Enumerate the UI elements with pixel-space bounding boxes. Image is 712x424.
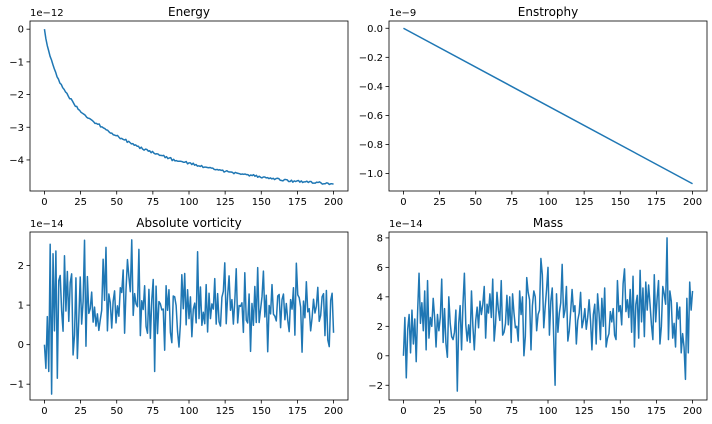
subplot-title: Energy <box>168 5 210 19</box>
x-tick-label: 150 <box>252 406 271 417</box>
x-tick-label: 50 <box>469 406 482 417</box>
x-tick-label: 200 <box>324 197 343 208</box>
subplot-3: Absolute vorticity 1e−14 0 25 50 75 100 125 150 1… <box>9 216 349 417</box>
y-tick-label: −1 <box>9 380 24 391</box>
subplot-title: Enstrophy <box>518 5 578 19</box>
x-tick-label: 25 <box>433 197 446 208</box>
x-tick-label: 0 <box>400 197 406 208</box>
x-tick-label: 125 <box>575 197 594 208</box>
subplot-4: Mass 1e−14 0 25 50 75 100 125 150 175 200 8 6 4 2 0 −2 <box>368 216 708 417</box>
x-tick-label: 75 <box>146 406 159 417</box>
y-tick-label: −0.2 <box>359 53 383 64</box>
y-tick-label: −1.0 <box>359 169 383 180</box>
x-tick-label: 25 <box>74 197 87 208</box>
x-tick-label: 150 <box>611 406 630 417</box>
x-tick-label: 200 <box>324 406 343 417</box>
axes-frame <box>29 20 349 192</box>
x-tick-label: 175 <box>647 406 666 417</box>
x-tick-label: 25 <box>433 406 446 417</box>
x-tick-label: 100 <box>538 197 557 208</box>
x-tick-label: 100 <box>538 406 557 417</box>
x-tick-label: 200 <box>683 197 702 208</box>
x-tick-label: 200 <box>683 406 702 417</box>
series-line <box>403 27 693 185</box>
x-tick-label: 75 <box>146 197 159 208</box>
x-tick-label: 100 <box>179 197 198 208</box>
y-tick-label: 2 <box>377 322 383 333</box>
series-line <box>43 239 335 395</box>
x-tick-label: 175 <box>647 197 666 208</box>
x-tick-label: 175 <box>288 406 307 417</box>
axis-offset-label: 1e−14 <box>389 219 423 230</box>
subplot-title: Absolute vorticity <box>136 216 241 230</box>
x-tick-label: 50 <box>110 197 123 208</box>
y-tick-label: −2 <box>368 381 383 392</box>
y-tick-label: 6 <box>377 263 383 274</box>
y-tick-label: 0 <box>377 351 383 362</box>
axes-frame <box>29 231 349 401</box>
x-tick-label: 125 <box>216 406 235 417</box>
y-tick-label: 0.0 <box>367 24 383 35</box>
x-tick-label: 0 <box>400 406 406 417</box>
y-tick-label: 8 <box>377 233 383 244</box>
axes-frame <box>388 20 708 192</box>
subplot-1: Energy 1e−12 0 25 50 75 100 125 150 175 200 0 −1 −2 −3… <box>9 5 349 208</box>
x-tick-label: 150 <box>611 197 630 208</box>
series-line <box>402 237 694 392</box>
y-tick-label: −4 <box>9 155 24 166</box>
x-tick-label: 0 <box>41 197 47 208</box>
y-tick-label: −2 <box>9 90 24 101</box>
axis-offset-label: 1e−12 <box>30 8 64 19</box>
x-tick-label: 100 <box>179 406 198 417</box>
y-tick-label: 0 <box>18 340 24 351</box>
subplot-title: Mass <box>533 216 563 230</box>
y-tick-label: −0.8 <box>359 140 383 151</box>
subplot-2: Enstrophy 1e−9 0 25 50 75 100 125 150 175 200 0.0 −0… <box>359 5 708 208</box>
x-tick-label: 75 <box>505 406 518 417</box>
y-tick-label: 0 <box>18 25 24 36</box>
x-tick-label: 25 <box>74 406 87 417</box>
axis-offset-label: 1e−14 <box>30 219 64 230</box>
series-line <box>43 29 334 186</box>
x-tick-label: 125 <box>575 406 594 417</box>
y-tick-label: −3 <box>9 123 24 134</box>
x-tick-label: 0 <box>41 406 47 417</box>
y-tick-label: −0.6 <box>359 111 383 122</box>
y-tick-label: 1 <box>18 301 24 312</box>
x-tick-label: 50 <box>110 406 123 417</box>
y-tick-label: 2 <box>18 261 24 272</box>
y-tick-label: −0.4 <box>359 82 383 93</box>
axes-frame <box>388 231 708 401</box>
y-tick-label: 4 <box>377 292 383 303</box>
x-tick-label: 50 <box>469 197 482 208</box>
x-tick-label: 175 <box>288 197 307 208</box>
y-tick-label: −1 <box>9 57 24 68</box>
axis-offset-label: 1e−9 <box>389 8 416 19</box>
x-tick-label: 150 <box>252 197 271 208</box>
x-tick-label: 125 <box>216 197 235 208</box>
x-tick-label: 75 <box>505 197 518 208</box>
